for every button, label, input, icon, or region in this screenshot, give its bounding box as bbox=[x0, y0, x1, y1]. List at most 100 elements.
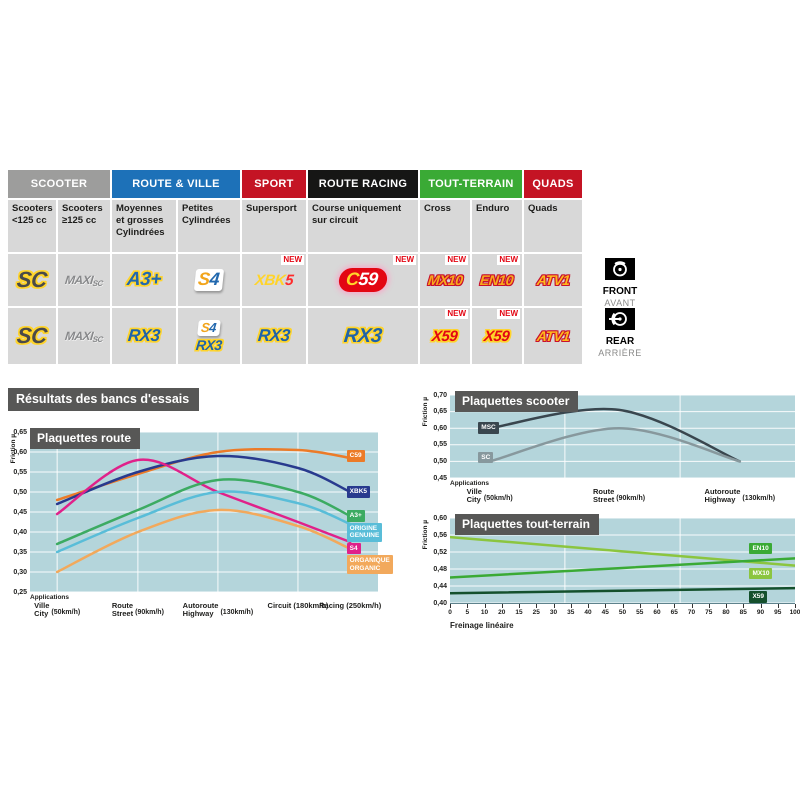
x-tick-mark bbox=[536, 604, 538, 608]
category-sport: SPORT bbox=[242, 170, 306, 198]
y-tick: 0,35 bbox=[13, 548, 27, 556]
x-tick-label: 65 bbox=[670, 609, 678, 616]
x-tick-label: 45 bbox=[601, 609, 609, 616]
pad-rear-scooter-small: SC bbox=[8, 308, 56, 364]
category-scooter: SCOOTER bbox=[8, 170, 110, 198]
chart-title: Plaquettes tout-terrain bbox=[455, 514, 600, 535]
x-tick-mark bbox=[691, 604, 693, 608]
logo-atv1: ATV1 bbox=[535, 328, 571, 344]
results-heading: Résultats des bancs d'essais bbox=[8, 388, 200, 411]
front-brake-disc-icon bbox=[605, 258, 635, 280]
series-line-ORIGINE GENUINE bbox=[55, 490, 352, 554]
y-tick: 0,52 bbox=[433, 548, 447, 556]
x-category-label: Racing (250km/h) bbox=[319, 601, 382, 610]
logo-mx10: MX10 bbox=[426, 272, 464, 288]
logo-xbk5: XBK5 bbox=[254, 271, 294, 289]
logo-rx3: RX3 bbox=[195, 336, 223, 353]
pad-rear-enduro: NEW X59 bbox=[472, 308, 522, 364]
pad-front-quads: ATV1 bbox=[524, 254, 582, 306]
avant-label: AVANT bbox=[604, 298, 636, 308]
pad-front-racing: NEW C59 bbox=[308, 254, 418, 306]
x-tick-mark bbox=[553, 604, 555, 608]
y-tick: 0,55 bbox=[13, 468, 27, 476]
series-labels: C59 XBK5 A3+ ORIGINE GENUINE S4 ORGANIQUE ORGAN… bbox=[30, 432, 393, 592]
y-tick: 0,30 bbox=[13, 568, 27, 576]
rear-brake-disc-icon bbox=[605, 308, 635, 330]
logo-sc: SC bbox=[15, 267, 49, 292]
new-badge: NEW bbox=[445, 255, 468, 265]
series-line-MSC bbox=[488, 407, 742, 463]
x-tick-label: 0 bbox=[448, 609, 452, 616]
y-axis-ticks: 0,65 0,60 0,55 0,50 0,45 0,40 0,35 0,30 0,25 bbox=[8, 428, 28, 596]
x-axis-labels: Applications Ville City (50km/h) Route Street… bbox=[30, 594, 382, 630]
subheader-quads: Quads bbox=[524, 200, 582, 252]
logo-sc: SC bbox=[15, 323, 49, 348]
y-tick: 0,65 bbox=[13, 428, 27, 436]
x-tick-label: 55 bbox=[636, 609, 644, 616]
x-tick-label: 90 bbox=[756, 609, 765, 616]
series-chip-C59: C59 bbox=[346, 450, 365, 462]
logo-rx3: RX3 bbox=[127, 326, 161, 345]
x-tick-label: 10 bbox=[480, 609, 489, 616]
new-badge: NEW bbox=[393, 255, 416, 265]
logo-rx3: RX3 bbox=[257, 326, 291, 345]
y-tick: 0,40 bbox=[433, 599, 447, 607]
x-tick-label: 80 bbox=[722, 609, 730, 616]
series-chip-XBK5: XBK5 bbox=[346, 486, 371, 498]
category-route-racing: ROUTE RACING bbox=[308, 170, 418, 198]
series-line-A3+ bbox=[55, 478, 352, 546]
series-line-S4 bbox=[55, 458, 352, 544]
y-tick: 0,48 bbox=[433, 565, 447, 573]
pad-front-enduro: NEW EN10 bbox=[472, 254, 522, 306]
x-category-label: Circuit (180km/h) bbox=[267, 601, 329, 610]
rear-axle-block: REAR ARRIÈRE bbox=[590, 308, 650, 358]
series-chip-ORIGINE GENUINE: ORIGINE GENUINE bbox=[346, 522, 383, 542]
x-tick-label: 85 bbox=[739, 609, 747, 616]
y-tick: 0,60 bbox=[13, 448, 27, 456]
pad-rear-scooter-big: MAXISC bbox=[58, 308, 110, 364]
series-chip-EN10: EN10 bbox=[749, 542, 772, 555]
x-category-label: Ville City (50km/h) bbox=[466, 487, 513, 504]
x-tick-label: 25 bbox=[532, 609, 540, 616]
y-tick: 0,40 bbox=[13, 528, 27, 536]
subheader-supersport: Supersport bbox=[242, 200, 306, 252]
rear-label: REAR bbox=[605, 336, 635, 347]
x-tick-mark bbox=[501, 604, 503, 608]
logo-c59: C59 bbox=[337, 268, 389, 292]
chart-canvas bbox=[450, 518, 795, 603]
series-line-ORGANIQUE ORGANIC bbox=[55, 508, 352, 574]
x-tick-mark bbox=[467, 604, 469, 608]
logo-s4: S4 bbox=[197, 319, 221, 336]
x-tick-label: 60 bbox=[653, 609, 661, 616]
y-tick: 0,44 bbox=[433, 582, 447, 590]
pad-rear-supersport: RX3 bbox=[242, 308, 306, 364]
logo-en10: EN10 bbox=[479, 272, 515, 288]
x-tick-mark bbox=[450, 604, 451, 608]
y-tick: 0,55 bbox=[433, 441, 447, 449]
x-tick-label: 50 bbox=[618, 609, 627, 616]
subheader-scooters-big: Scooters ≥125 cc bbox=[58, 200, 110, 252]
pad-front-supersport: NEW XBK5 bbox=[242, 254, 306, 306]
x-tick-label: 35 bbox=[567, 609, 575, 616]
category-route-ville: ROUTE & VILLE bbox=[112, 170, 240, 198]
x-tick-mark bbox=[622, 604, 624, 608]
x-tick-mark bbox=[519, 604, 520, 608]
x-tick-label: 20 bbox=[498, 609, 506, 616]
x-tick-mark bbox=[743, 604, 745, 608]
y-tick: 0,50 bbox=[433, 457, 447, 465]
pad-front-scooter-small: SC bbox=[8, 254, 56, 306]
logo-a3plus: A3+ bbox=[125, 269, 163, 290]
front-axle-block: FRONT AVANT bbox=[590, 258, 650, 308]
y-tick: 0,45 bbox=[13, 508, 27, 516]
pad-rear-racing: RX3 bbox=[308, 308, 418, 364]
product-table: SCOOTER ROUTE & VILLE SPORT ROUTE RACING… bbox=[8, 170, 582, 364]
series-line-EN10 bbox=[450, 557, 795, 579]
x-category-label: Ville City (50km/h) bbox=[34, 601, 81, 618]
x-tick-mark bbox=[484, 604, 486, 608]
series-line-XBK5 bbox=[55, 454, 352, 506]
x-category-label: Autoroute Highway (130km/h) bbox=[704, 487, 776, 504]
x-tick-label: 95 bbox=[774, 609, 782, 616]
x-tick-mark bbox=[760, 604, 762, 608]
series-chip-ORGANIQUE ORGANIC: ORGANIQUE ORGANIC bbox=[346, 555, 393, 575]
